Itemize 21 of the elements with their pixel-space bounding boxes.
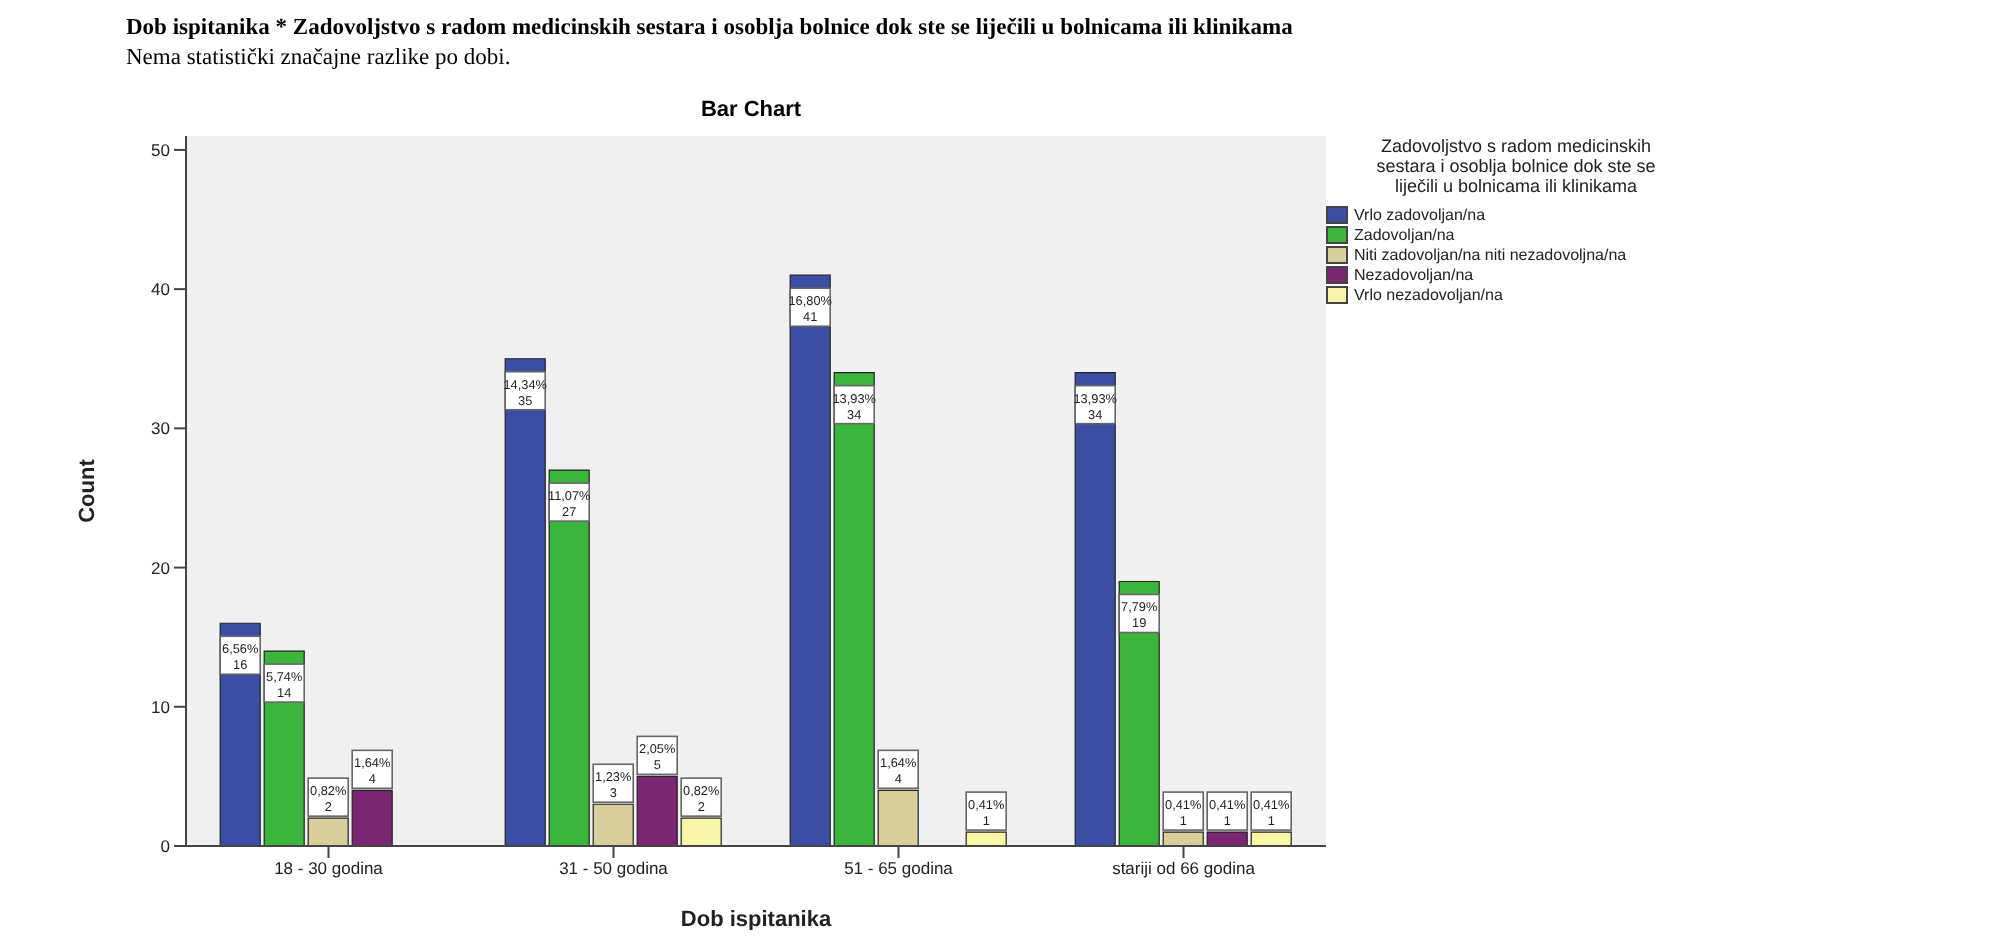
legend-label: Vrlo zadovoljan/na	[1354, 205, 1486, 223]
x-axis-title: Dob ispitanika	[680, 908, 833, 932]
x-tick-label: 31 - 50 godina	[559, 858, 669, 879]
legend-label: Nezadovoljan/na	[1354, 265, 1474, 283]
legend-label: Zadovoljan/na	[1354, 225, 1455, 243]
y-tick-label: 50	[151, 139, 171, 160]
y-tick-label: 10	[151, 696, 171, 717]
x-tick-label: 18 - 30 godina	[274, 858, 384, 879]
text: Bar Chart	[698, 98, 804, 122]
legend-label: Vrlo nezadovoljan/na	[1354, 285, 1503, 303]
chart-subtitle: Nema statistički značajne razlike po dobi.	[126, 46, 511, 70]
chart-title: Dob ispitanika * Zadovoljstvo s radom medicinskih sestara i osoblja bolnice dok ste se liječili u bolnicama ili klinikama	[126, 16, 1293, 40]
y-tick-label: 20	[151, 557, 171, 578]
y-axis-title: Count	[75, 458, 100, 523]
legend-label: Niti zadovoljan/na niti nezadovoljna/na	[1354, 245, 1627, 263]
x-tick-label: stariji od 66 godina	[1112, 858, 1256, 879]
y-tick-label: 40	[151, 279, 171, 300]
y-tick-label: 30	[151, 418, 171, 439]
y-tick-label: 0	[160, 836, 171, 857]
x-tick-label: 51 - 65 godina	[844, 858, 954, 879]
legend-title: Zadovoljstvo s radom medicinskih sestara i osoblja bolnice dok ste se liječili u bolnicama ili klinikama	[1374, 136, 1658, 196]
